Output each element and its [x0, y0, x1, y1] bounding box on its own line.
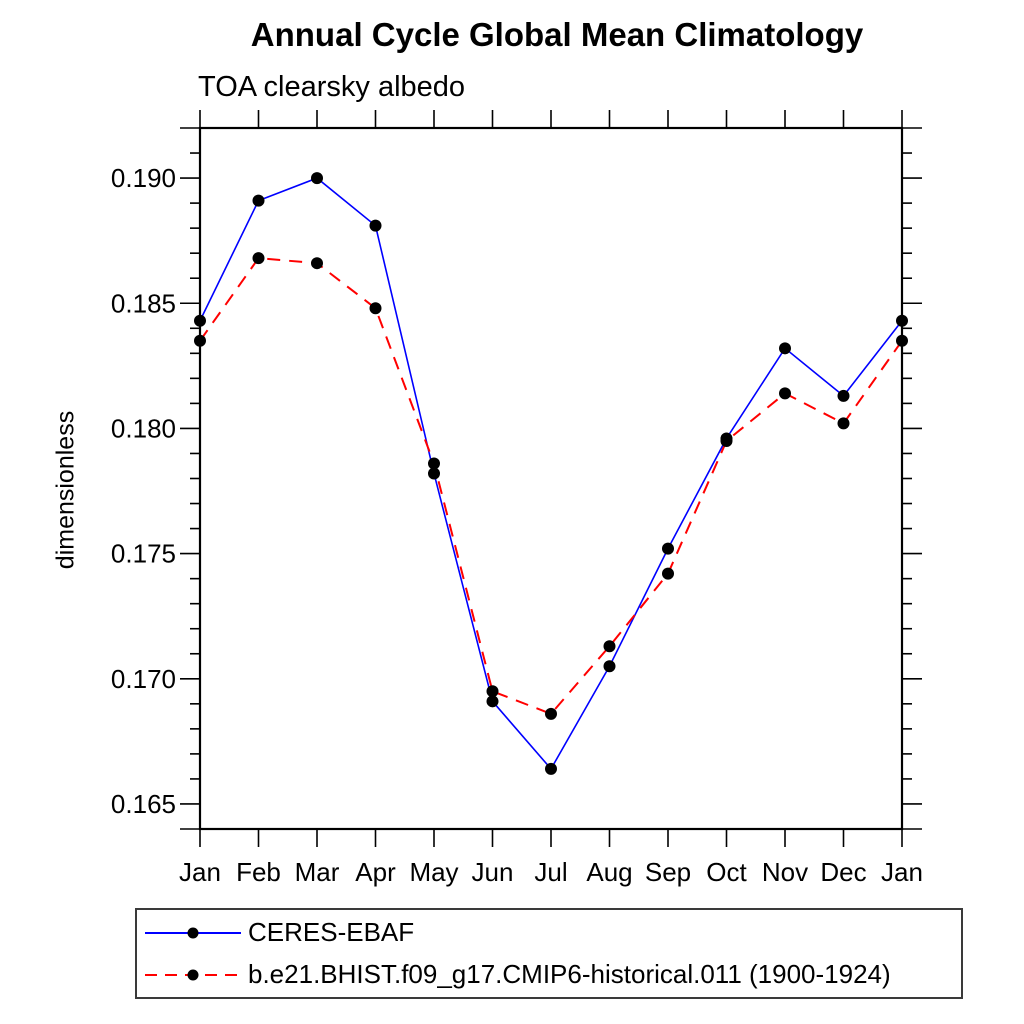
- data-point-dot: [720, 434, 733, 447]
- legend-marker-dot: [187, 927, 199, 938]
- y-tick-label: 0.170: [111, 664, 176, 694]
- data-point-dot: [428, 457, 440, 470]
- series-line-1: [199, 257, 903, 716]
- series-line-0: [199, 177, 903, 771]
- legend-row-model: b.e21.BHIST.f09_g17.CMIP6-historical.011…: [137, 954, 961, 996]
- data-point-dot: [428, 467, 440, 480]
- data-point-dot: [603, 640, 616, 653]
- y-tick-label: 0.190: [111, 163, 176, 193]
- x-tick-label: Sep: [645, 857, 691, 887]
- legend-label-model: b.e21.BHIST.f09_g17.CMIP6-historical.011…: [248, 959, 891, 989]
- data-point-dot: [194, 334, 206, 347]
- data-point-dot: [896, 334, 908, 347]
- x-tick-label: Oct: [706, 857, 747, 887]
- legend-key-model: [145, 969, 241, 980]
- x-tick-label: Jan: [881, 857, 923, 887]
- x-tick-label: Jun: [472, 857, 514, 887]
- data-point-dot: [194, 314, 206, 327]
- data-point-dot: [779, 387, 791, 400]
- data-point-dot: [486, 685, 499, 698]
- data-point-dot: [837, 389, 850, 402]
- data-point-dot: [369, 219, 382, 232]
- data-point-dot: [545, 762, 557, 775]
- x-tick-label: Apr: [355, 857, 396, 887]
- data-point-dot: [311, 257, 323, 270]
- data-point-dot: [252, 194, 265, 207]
- data-point-dot: [896, 314, 908, 327]
- data-point-dot: [545, 707, 557, 720]
- legend-marker-dot: [187, 969, 199, 980]
- x-tick-label: Dec: [820, 857, 866, 887]
- legend-key-ceres: [145, 927, 241, 938]
- data-point-dot: [779, 342, 791, 355]
- data-point-dot: [252, 252, 265, 265]
- y-tick-label: 0.165: [111, 789, 176, 819]
- x-tick-label: Mar: [295, 857, 340, 887]
- data-point-dot: [837, 417, 850, 430]
- y-tick-label: 0.175: [111, 539, 176, 569]
- x-tick-label: Aug: [586, 857, 632, 887]
- legend: CERES-EBAF b.e21.BHIST.f09_g17.CMIP6-his…: [135, 908, 963, 999]
- chart-title: Annual Cycle Global Mean Climatology: [250, 16, 864, 53]
- data-point-dot: [662, 542, 674, 555]
- data-point-dot: [369, 302, 382, 315]
- data-point-dot: [311, 172, 323, 185]
- legend-row-obs: CERES-EBAF: [137, 912, 961, 954]
- x-tick-label: Jul: [534, 857, 567, 887]
- plot-frame: [198, 126, 904, 831]
- data-point-dot: [486, 695, 499, 708]
- y-tick-label: 0.185: [111, 288, 176, 318]
- x-tick-label: Jan: [179, 857, 221, 887]
- x-tick-label: Nov: [762, 857, 808, 887]
- data-point-dot: [603, 660, 616, 673]
- legend-label-ceres: CERES-EBAF: [248, 917, 415, 947]
- x-tick-label: May: [409, 857, 458, 887]
- data-point-dot: [662, 567, 674, 580]
- chart-subtitle: TOA clearsky albedo: [198, 71, 466, 103]
- y-tick-label: 0.180: [111, 413, 176, 443]
- x-tick-label: Feb: [236, 857, 281, 887]
